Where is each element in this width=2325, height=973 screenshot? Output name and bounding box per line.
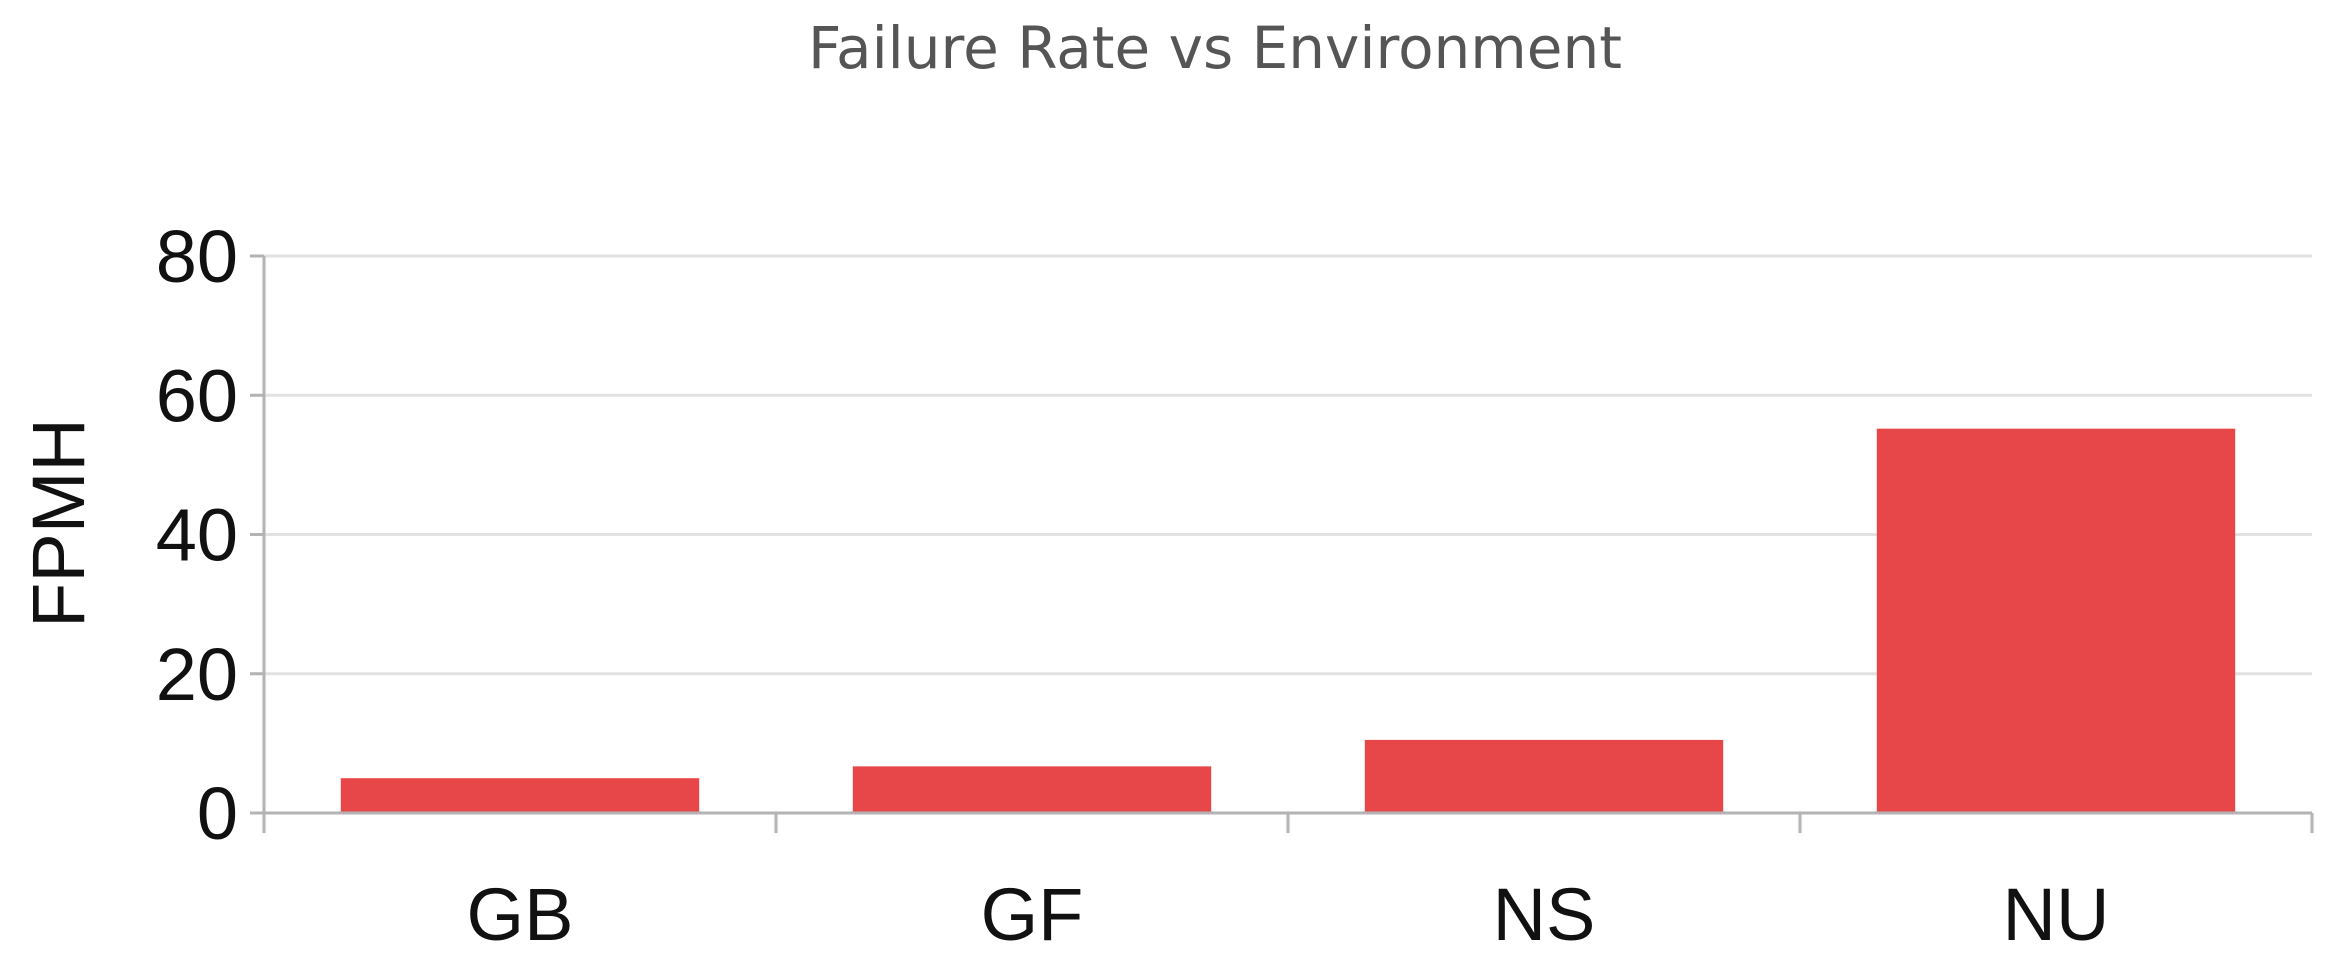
bar-gf	[852, 766, 1212, 813]
bar-ns	[1364, 739, 1724, 813]
bar-gb	[340, 778, 700, 813]
y-tick-label: 0	[197, 772, 238, 855]
y-tick-label: 80	[156, 215, 238, 298]
bar-nu	[1876, 428, 2236, 813]
tick-labels: 0 20 40 60 80 GB GF NS NU	[156, 215, 2110, 956]
y-tick-label: 60	[156, 354, 238, 437]
axes	[250, 254, 2314, 833]
x-tick-label: GB	[467, 873, 574, 956]
x-tick-label: NS	[1493, 873, 1596, 956]
x-tick-label: GF	[981, 873, 1084, 956]
x-tick-label: NU	[2003, 873, 2110, 956]
y-tick-label: 40	[156, 494, 238, 577]
bars	[340, 428, 2236, 813]
y-axis-title: FPMH	[17, 418, 100, 628]
y-tick-label: 20	[156, 633, 238, 716]
chart-title: Failure Rate vs Environment	[808, 14, 1622, 82]
